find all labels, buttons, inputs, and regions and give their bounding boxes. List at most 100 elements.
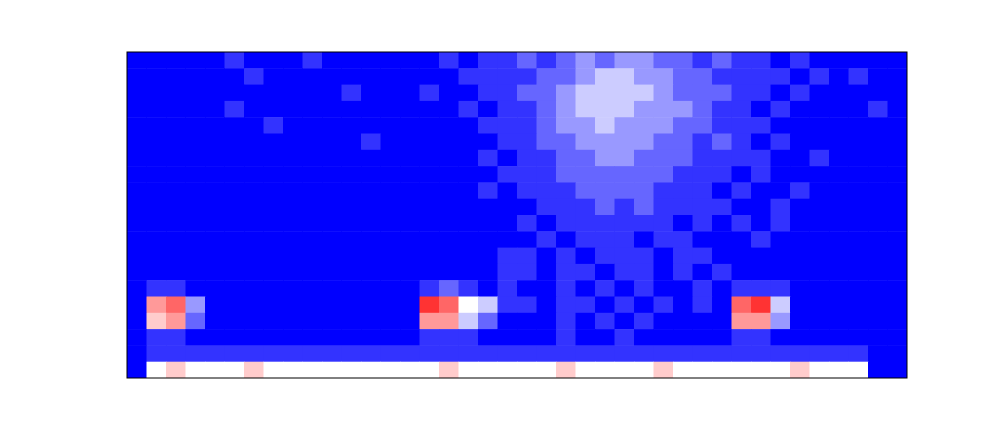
heatmap-cell bbox=[790, 199, 810, 216]
heatmap-cell bbox=[517, 280, 537, 297]
heatmap-cell bbox=[673, 248, 693, 265]
heatmap-cell bbox=[771, 345, 791, 362]
heatmap-cell bbox=[264, 280, 284, 297]
heatmap-cell bbox=[400, 280, 420, 297]
heatmap-cell bbox=[517, 231, 537, 248]
heatmap-cell bbox=[283, 182, 303, 199]
heatmap-cell bbox=[322, 182, 342, 199]
heatmap-cell bbox=[888, 280, 908, 297]
heatmap-cell bbox=[439, 362, 459, 378]
heatmap-cell bbox=[771, 68, 791, 85]
heatmap-cell bbox=[322, 85, 342, 102]
heatmap-cell bbox=[888, 297, 908, 314]
heatmap-cell bbox=[225, 117, 245, 134]
heatmap-cell bbox=[732, 313, 752, 330]
heatmap-cell bbox=[225, 313, 245, 330]
heatmap-cell bbox=[712, 68, 732, 85]
heatmap-cell bbox=[400, 101, 420, 118]
heatmap-cell bbox=[615, 231, 635, 248]
heatmap-cell bbox=[225, 248, 245, 265]
chart bbox=[0, 0, 1008, 432]
heatmap-cell bbox=[303, 248, 323, 265]
heatmap-cell bbox=[264, 52, 284, 69]
heatmap-cell bbox=[127, 85, 147, 102]
heatmap-cell bbox=[810, 68, 830, 85]
heatmap-cell bbox=[283, 117, 303, 134]
heatmap-cell bbox=[868, 231, 888, 248]
heatmap-cell bbox=[751, 182, 771, 199]
heatmap-cell bbox=[673, 85, 693, 102]
heatmap-cell bbox=[420, 134, 440, 151]
heatmap-cell bbox=[361, 101, 381, 118]
heatmap-cell bbox=[498, 280, 518, 297]
heatmap-cell bbox=[361, 134, 381, 151]
heatmap-cell bbox=[556, 52, 576, 69]
heatmap-cell bbox=[186, 280, 206, 297]
heatmap-cell bbox=[829, 264, 849, 281]
heatmap-cell bbox=[634, 101, 654, 118]
heatmap-cell bbox=[439, 85, 459, 102]
heatmap-cell bbox=[615, 134, 635, 151]
heatmap-cell bbox=[537, 329, 557, 346]
heatmap-cell bbox=[829, 248, 849, 265]
heatmap-cell bbox=[478, 280, 498, 297]
heatmap-cell bbox=[342, 85, 362, 102]
heatmap-cell bbox=[498, 329, 518, 346]
heatmap-cell bbox=[264, 166, 284, 183]
heatmap-cell bbox=[381, 166, 401, 183]
heatmap-cell bbox=[244, 231, 264, 248]
heatmap-cell bbox=[322, 329, 342, 346]
heatmap-cell bbox=[244, 52, 264, 69]
heatmap-cell bbox=[537, 280, 557, 297]
heatmap-cell bbox=[127, 264, 147, 281]
heatmap-cell bbox=[166, 166, 186, 183]
heatmap-cell bbox=[225, 362, 245, 378]
heatmap-cell bbox=[595, 329, 615, 346]
heatmap-cell bbox=[283, 297, 303, 314]
heatmap-cell bbox=[186, 215, 206, 232]
heatmap-cell bbox=[303, 280, 323, 297]
heatmap-cell bbox=[420, 182, 440, 199]
heatmap-cell bbox=[166, 362, 186, 378]
heatmap-cell bbox=[693, 52, 713, 69]
heatmap-cell bbox=[342, 182, 362, 199]
heatmap-cell bbox=[654, 68, 674, 85]
heatmap-cell bbox=[498, 117, 518, 134]
heatmap-cell bbox=[420, 248, 440, 265]
heatmap-cell bbox=[303, 264, 323, 281]
heatmap-cell bbox=[498, 150, 518, 167]
plot-frame bbox=[127, 52, 907, 378]
heatmap-cell bbox=[595, 182, 615, 199]
heatmap-cell bbox=[400, 297, 420, 314]
heatmap-cell bbox=[537, 297, 557, 314]
heatmap-cell bbox=[868, 248, 888, 265]
heatmap-cell bbox=[244, 166, 264, 183]
heatmap-cell bbox=[127, 150, 147, 167]
heatmap-cell bbox=[342, 52, 362, 69]
heatmap-cell bbox=[673, 362, 693, 378]
heatmap-cell bbox=[712, 134, 732, 151]
heatmap-cell bbox=[868, 52, 888, 69]
heatmap-cell bbox=[790, 345, 810, 362]
heatmap-cell bbox=[400, 248, 420, 265]
heatmap-cell bbox=[322, 117, 342, 134]
heatmap-cell bbox=[654, 362, 674, 378]
heatmap-cell bbox=[147, 101, 167, 118]
heatmap-cell bbox=[888, 85, 908, 102]
heatmap-cell bbox=[576, 362, 596, 378]
heatmap-cell bbox=[147, 166, 167, 183]
heatmap-cell bbox=[615, 264, 635, 281]
heatmap-cell bbox=[186, 248, 206, 265]
heatmap-cell bbox=[849, 117, 869, 134]
heatmap-cell bbox=[537, 199, 557, 216]
heatmap-cell bbox=[673, 182, 693, 199]
heatmap-cell bbox=[576, 329, 596, 346]
heatmap-cell bbox=[556, 182, 576, 199]
heatmap-cell bbox=[771, 182, 791, 199]
heatmap-cell bbox=[478, 297, 498, 314]
heatmap-cell bbox=[381, 297, 401, 314]
heatmap-cell bbox=[283, 345, 303, 362]
heatmap-cell bbox=[420, 150, 440, 167]
heatmap-cell bbox=[517, 68, 537, 85]
heatmap-cell bbox=[595, 280, 615, 297]
